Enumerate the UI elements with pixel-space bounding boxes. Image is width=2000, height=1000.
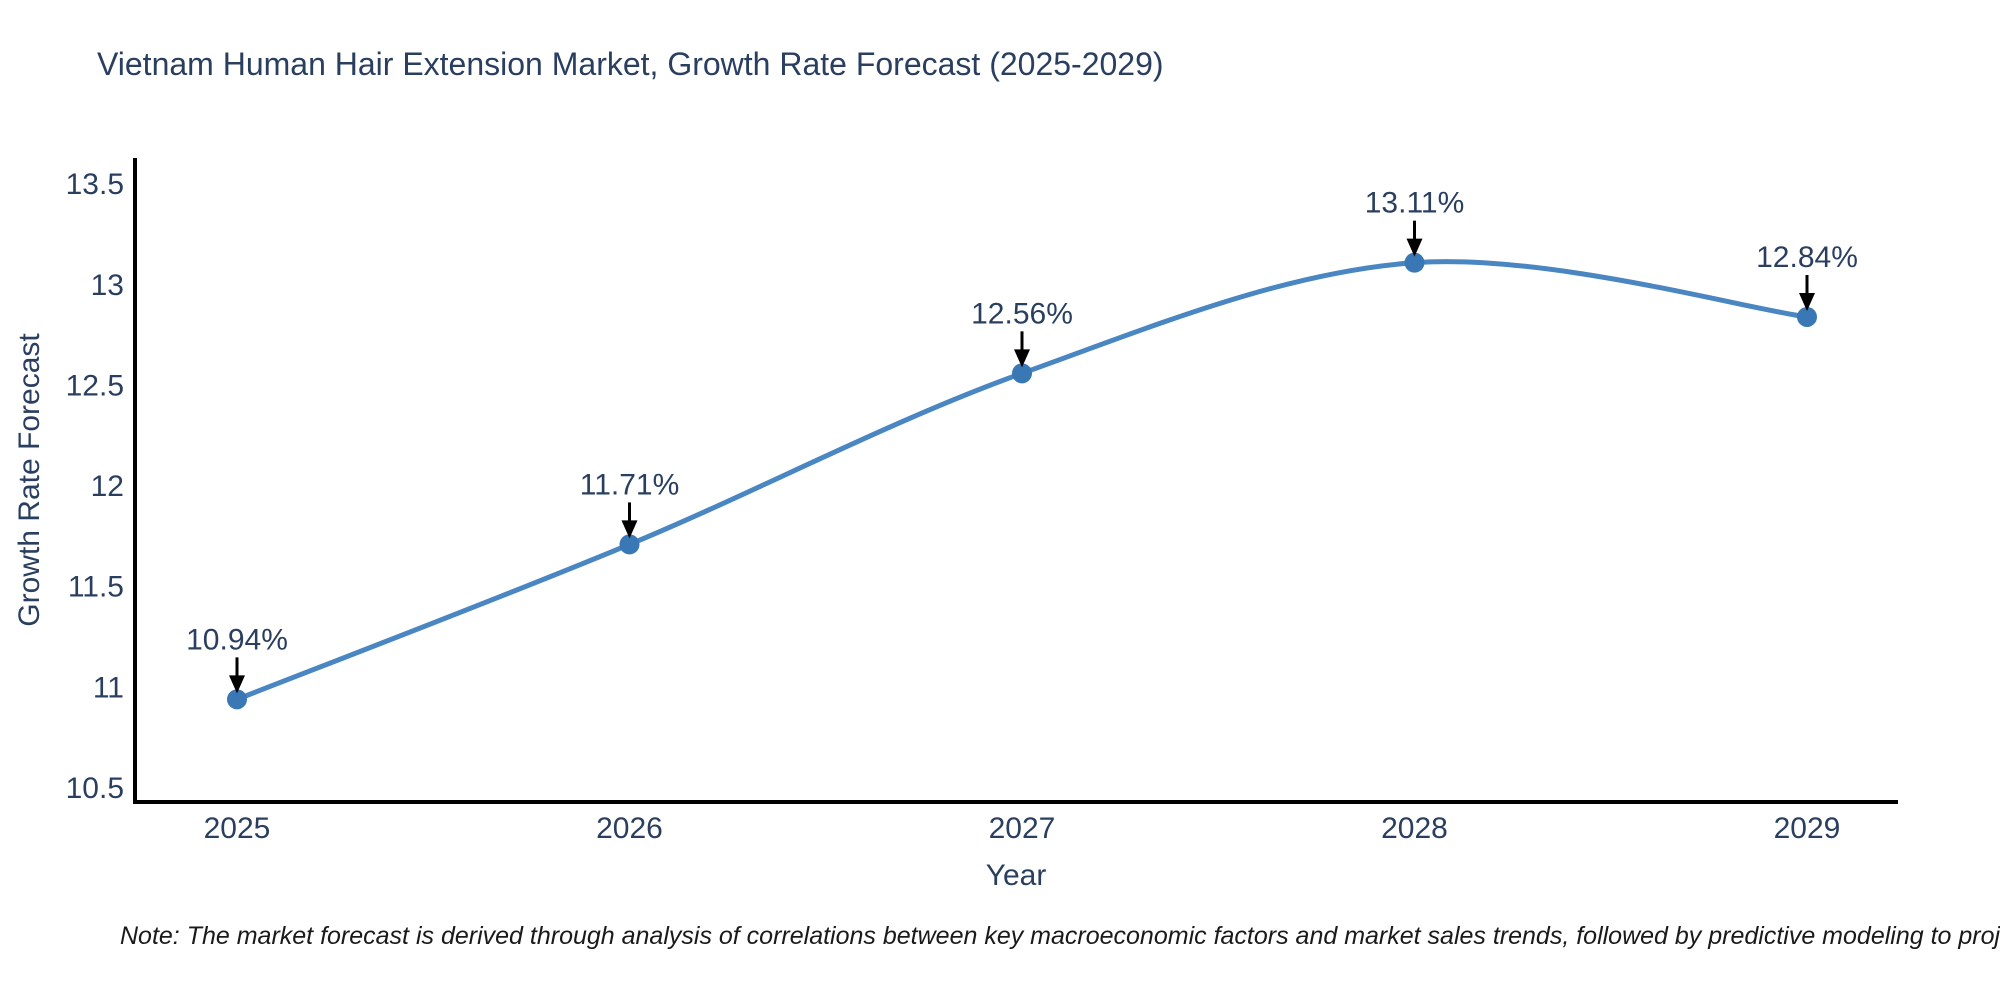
data-point-value-label: 12.56% [971, 297, 1073, 330]
y-axis-tick-label: 10.5 [66, 772, 124, 805]
x-axis-tick-label: 2029 [1774, 812, 1841, 845]
data-point-marker [1404, 252, 1425, 273]
data-point-marker [1797, 306, 1817, 327]
data-point-marker [1012, 363, 1032, 384]
x-axis-tick-label: 2028 [1381, 812, 1448, 845]
y-axis-tick-label: 11 [93, 671, 124, 704]
data-point-marker [619, 534, 640, 555]
data-point-value-label: 11.71% [580, 468, 680, 501]
x-axis-tick-label: 2025 [204, 812, 271, 845]
annotation-arrow-head [1406, 238, 1423, 257]
chart-footnote: Note: The market forecast is derived thr… [120, 922, 2000, 950]
data-point-value-label: 12.84% [1756, 241, 1858, 274]
x-axis-tick-label: 2026 [596, 812, 663, 845]
axis-lines [133, 158, 1898, 804]
x-axis-title: Year [985, 859, 1047, 892]
y-axis-tick-label: 12 [91, 470, 124, 503]
data-point-marker [227, 689, 247, 710]
y-axis-tick-label: 13.5 [66, 168, 124, 201]
x-axis-tick-label: 2027 [989, 812, 1056, 845]
annotation-arrow-head [1014, 349, 1030, 368]
y-axis-tick-label: 11.5 [68, 571, 124, 604]
y-axis-tick-label: 12.5 [66, 369, 124, 402]
annotation-arrow-head [621, 520, 638, 539]
data-point-value-label: 13.11% [1365, 187, 1465, 220]
annotation-arrow-head [229, 675, 245, 694]
annotation-arrow-head [1799, 292, 1815, 311]
y-axis-tick-label: 13 [91, 269, 124, 302]
chart-title: Vietnam Human Hair Extension Market, Gro… [97, 46, 1164, 82]
data-point-value-label: 10.94% [186, 623, 288, 656]
y-axis-title: Growth Rate Forecast [13, 333, 46, 627]
